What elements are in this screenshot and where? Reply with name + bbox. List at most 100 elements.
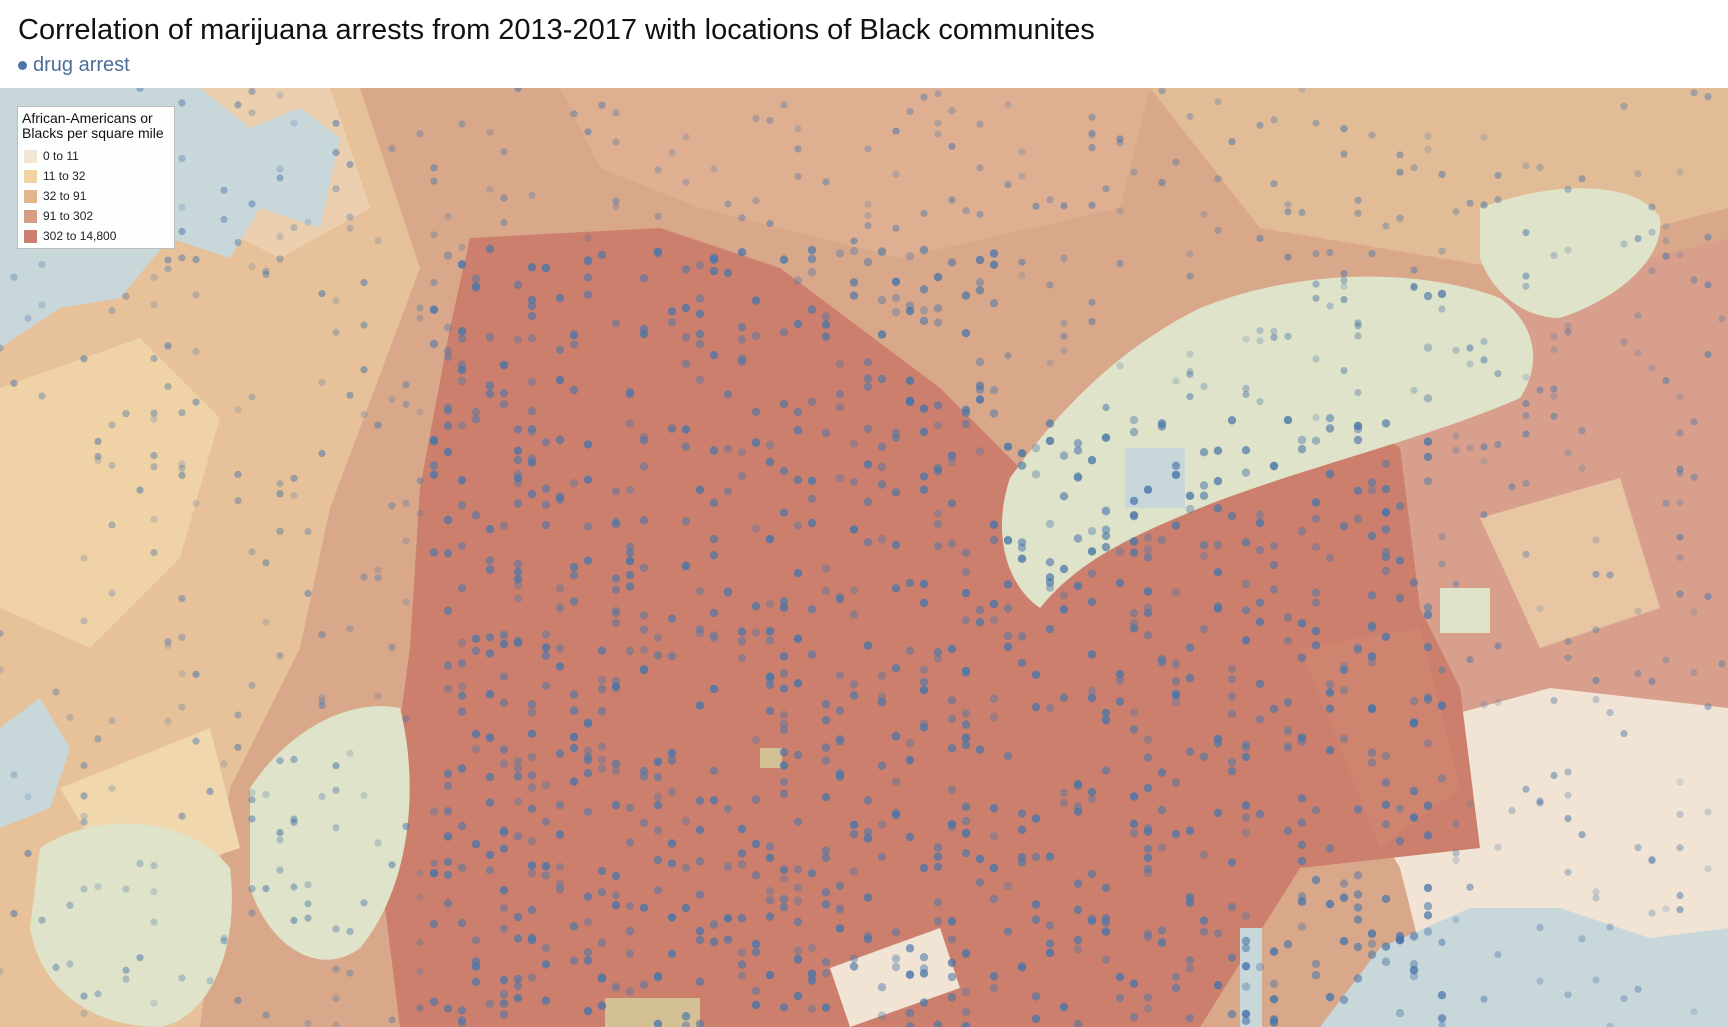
arrest-dot (1255, 962, 1265, 972)
arrest-dot (877, 374, 887, 384)
arrest-dot (709, 266, 719, 276)
arrest-dot (0, 344, 4, 352)
arrest-dot (709, 447, 719, 456)
arrest-dot (807, 254, 817, 264)
arrest-dot (1381, 525, 1391, 534)
arrest-dot (821, 320, 831, 329)
arrest-dot (863, 796, 873, 805)
arrest-dot (1312, 250, 1320, 258)
arrest-dot (793, 865, 803, 874)
arrest-dot (1353, 486, 1363, 495)
arrest-dot (443, 899, 453, 908)
arrest-dot (1564, 868, 1572, 876)
arrest-dot (1241, 579, 1251, 589)
arrest-dot (164, 638, 172, 646)
legend-item: 302 to 14,800 (22, 226, 170, 246)
arrest-dot (765, 680, 775, 689)
arrest-dot (513, 473, 523, 483)
arrest-dot (1297, 527, 1307, 536)
arrest-dot (919, 677, 929, 687)
arrest-dot (891, 928, 901, 937)
arrest-dot (485, 524, 495, 534)
arrest-dot (947, 785, 957, 794)
arrest-dot (1676, 470, 1684, 478)
arrest-dot (234, 470, 242, 478)
arrest-dot (555, 830, 565, 839)
arrest-dot (1564, 246, 1572, 254)
arrest-dot (961, 567, 971, 576)
arrest-dot (1059, 693, 1069, 702)
arrest-dot (569, 479, 579, 488)
arrest-dot (1480, 201, 1488, 209)
arrest-dot (919, 316, 929, 325)
arrest-dot (569, 340, 579, 349)
dot-legend: drug arrest (18, 54, 130, 77)
arrest-dot (583, 755, 593, 765)
arrest-dot (1340, 296, 1348, 304)
arrest-dot (1452, 207, 1460, 216)
arrest-dot (892, 224, 900, 232)
arrest-dot (1017, 963, 1027, 972)
arrest-dot (1648, 855, 1656, 864)
arrest-dot (513, 559, 523, 569)
arrest-dot (1297, 733, 1307, 742)
arrest-dot (583, 956, 593, 965)
arrest-dot (1017, 825, 1027, 834)
arrest-dot (961, 987, 971, 996)
arrest-dot (1494, 196, 1502, 204)
arrest-dot (332, 329, 340, 337)
arrest-dot (80, 761, 88, 770)
arrest-dot (849, 525, 859, 534)
arrest-dot (821, 332, 831, 341)
arrest-dot (877, 330, 887, 339)
arrest-dot (150, 273, 158, 281)
arrest-dot (877, 296, 887, 305)
arrest-dot (849, 278, 859, 287)
arrest-dot (1213, 604, 1223, 613)
arrest-dot (1410, 164, 1418, 172)
arrest-dot (1045, 703, 1055, 713)
arrest-dot (667, 949, 677, 958)
arrest-dot (443, 606, 453, 616)
arrest-dot (639, 436, 649, 445)
arrest-dot (1073, 1019, 1083, 1027)
arrest-dot (611, 891, 621, 900)
arrest-dot (1438, 305, 1446, 313)
arrest-dot (1213, 446, 1223, 455)
arrest-dot (429, 339, 439, 349)
arrest-dot (667, 318, 677, 327)
arrest-dot (1437, 701, 1447, 710)
choropleth-map[interactable] (0, 88, 1728, 1027)
arrest-dot (1592, 676, 1600, 685)
west-water (0, 698, 70, 828)
arrest-dot (667, 913, 677, 922)
legend-swatch-icon (24, 229, 37, 243)
map-canvas[interactable] (0, 88, 1728, 1027)
arrest-dot (555, 749, 565, 758)
arrest-dot (877, 480, 887, 489)
legend-item: 11 to 32 (22, 166, 170, 186)
arrest-dot (919, 598, 929, 608)
arrest-dot (374, 574, 382, 582)
arrest-dot (849, 439, 859, 448)
arrest-dot (1073, 807, 1083, 816)
arrest-dot (779, 748, 789, 757)
arrest-dot (877, 697, 887, 707)
arrest-dot (891, 540, 901, 550)
arrest-dot (360, 321, 368, 329)
arrest-dot (346, 160, 354, 169)
arrest-dot (863, 374, 873, 383)
arrest-dot (1368, 250, 1376, 258)
arrest-dot (793, 568, 803, 578)
arrest-dot (1311, 806, 1321, 815)
arrest-dot (248, 263, 256, 271)
arrest-dot (1018, 271, 1026, 279)
arrest-dot (947, 696, 957, 705)
arrest-dot (164, 265, 172, 273)
arrest-dot (1073, 782, 1083, 791)
arrest-dot (1087, 795, 1097, 804)
arrest-dot (1157, 535, 1167, 545)
arrest-dot (752, 197, 760, 205)
arrest-dot (681, 359, 691, 368)
arrest-dot (1297, 619, 1307, 628)
